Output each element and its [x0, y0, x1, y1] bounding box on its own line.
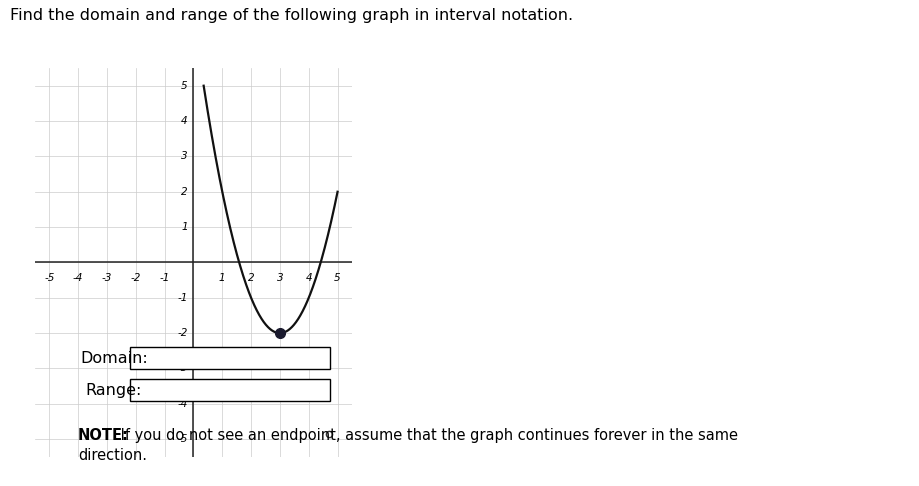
Text: 4: 4: [305, 273, 312, 283]
Text: 5: 5: [335, 273, 341, 283]
Text: -2: -2: [177, 328, 187, 338]
Text: -1: -1: [177, 293, 187, 303]
Text: 4: 4: [181, 116, 187, 126]
FancyBboxPatch shape: [130, 379, 330, 401]
Text: If you do not see an endpoint, assume that the graph continues forever in the sa: If you do not see an endpoint, assume th…: [116, 428, 738, 443]
Text: 1: 1: [219, 273, 225, 283]
Text: 5: 5: [181, 81, 187, 91]
Text: NOTE:: NOTE:: [78, 428, 129, 443]
Text: 1: 1: [181, 222, 187, 232]
Text: -3: -3: [177, 364, 187, 373]
Text: -2: -2: [130, 273, 141, 283]
Text: 3: 3: [277, 273, 283, 283]
Text: Domain:: Domain:: [80, 350, 148, 365]
Text: -5: -5: [177, 434, 187, 444]
FancyBboxPatch shape: [130, 347, 330, 369]
Text: 2: 2: [248, 273, 255, 283]
Text: 2: 2: [181, 187, 187, 197]
Text: direction.: direction.: [78, 448, 147, 463]
Text: -4: -4: [177, 399, 187, 409]
Text: Range:: Range:: [85, 382, 142, 398]
Text: 3: 3: [181, 152, 187, 161]
Text: -3: -3: [102, 273, 112, 283]
Text: -4: -4: [73, 273, 84, 283]
Text: -1: -1: [159, 273, 170, 283]
Text: Find the domain and range of the following graph in interval notation.: Find the domain and range of the followi…: [10, 8, 573, 23]
Text: -5: -5: [44, 273, 54, 283]
